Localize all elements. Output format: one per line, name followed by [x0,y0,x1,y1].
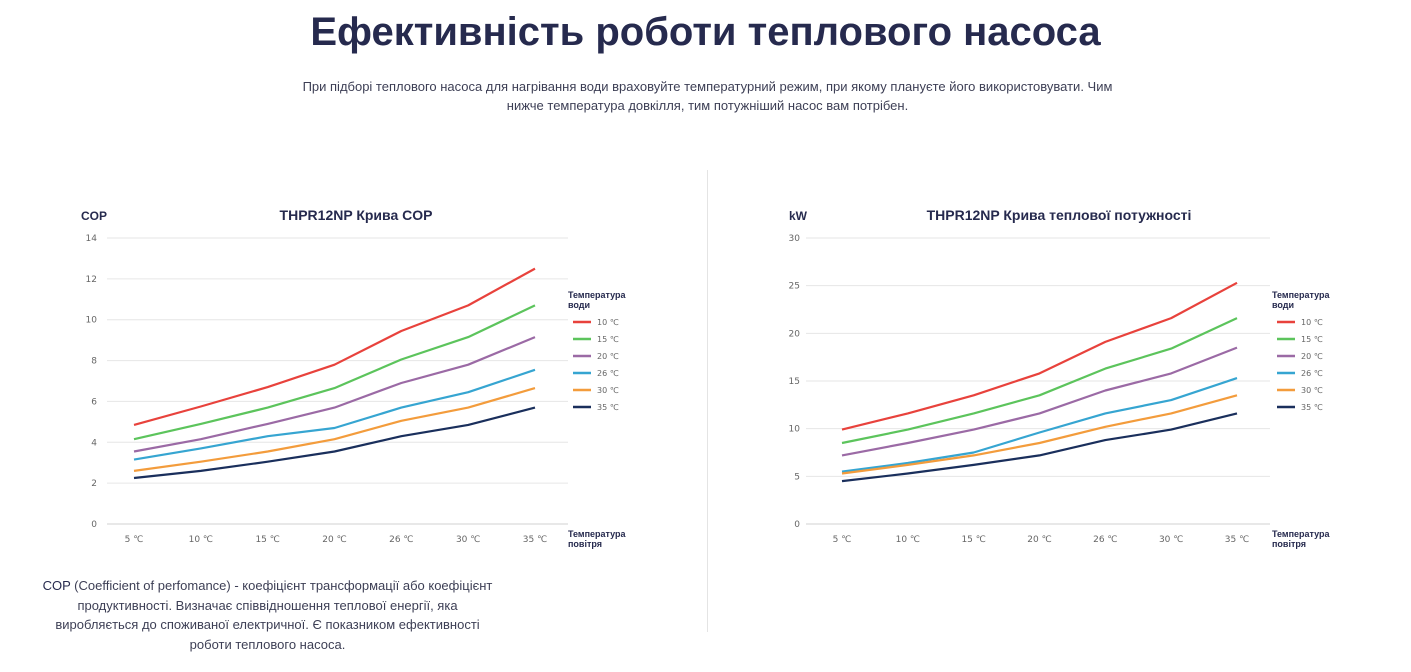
y-tick-label: 14 [86,234,98,244]
y-tick-label: 0 [794,520,800,530]
page-subtitle: При підборі теплового насоса для нагріва… [302,79,1113,113]
y-axis-label: kW [789,209,808,223]
legend-label: 15 ℃ [1301,335,1323,344]
legend-label: 15 ℃ [597,335,619,344]
page-title: Ефективність роботи теплового насоса [310,10,1101,54]
y-tick-label: 4 [91,438,97,448]
legend-label: 10 ℃ [597,318,619,327]
y-tick-label: 12 [86,275,97,285]
x-tick-label: 30 ℃ [1159,535,1183,545]
legend-label: 10 ℃ [1301,318,1323,327]
series-line-4 [841,394,1238,475]
legend-label: 30 ℃ [1301,386,1323,395]
series-line-5 [841,412,1238,483]
y-tick-label: 20 [789,329,801,339]
series-line-3 [841,377,1238,473]
y-tick-label: 30 [789,234,801,244]
x-tick-label: 5 ℃ [125,535,144,545]
y-tick-label: 10 [789,425,801,435]
x-axis-label: Температура повітря [1272,529,1331,549]
x-tick-label: 35 ℃ [523,535,547,545]
legend-label: 20 ℃ [597,352,619,361]
series-line-2 [841,346,1238,457]
y-tick-label: 15 [789,377,800,387]
legend-label: 20 ℃ [1301,352,1323,361]
series-line-4 [133,387,536,472]
legend-title: Температура води [568,290,627,310]
divider [707,170,708,632]
legend-label: 30 ℃ [597,386,619,395]
y-axis-label: COP [81,209,107,223]
x-tick-label: 30 ℃ [456,535,480,545]
x-tick-label: 20 ℃ [322,535,346,545]
legend-title: Температура води [1272,290,1331,310]
series-line-1 [841,317,1238,445]
legend-label: 26 ℃ [1301,369,1323,378]
legend-label: 35 ℃ [597,403,619,412]
chart-title: THPR12NP Крива теплової потужності [927,207,1192,223]
y-tick-label: 5 [794,472,800,482]
y-tick-label: 2 [91,479,97,489]
series-line-1 [133,304,536,441]
chart-title: THPR12NP Крива COP [280,207,433,223]
y-tick-label: 0 [91,520,97,530]
legend-label: 35 ℃ [1301,403,1323,412]
cop-term: COP [42,578,71,593]
cop-description: (Coefficient of perfomance) - коефіцієнт… [55,578,493,652]
series-line-0 [841,281,1238,431]
y-tick-label: 8 [91,357,97,367]
series-line-0 [133,267,536,426]
y-tick-label: 10 [86,316,98,326]
x-tick-label: 20 ℃ [1027,535,1051,545]
x-tick-label: 10 ℃ [189,535,213,545]
x-tick-label: 15 ℃ [255,535,279,545]
series-line-5 [133,406,536,480]
x-tick-label: 5 ℃ [833,535,852,545]
cop-note: COP (Coefficient of perfomance) - коефіц… [40,576,495,654]
x-tick-label: 15 ℃ [961,535,985,545]
y-tick-label: 6 [91,397,97,407]
series-line-3 [133,368,536,461]
series-line-2 [133,336,536,453]
x-tick-label: 10 ℃ [896,535,920,545]
legend-label: 26 ℃ [597,369,619,378]
x-tick-label: 26 ℃ [1093,535,1117,545]
x-tick-label: 26 ℃ [389,535,413,545]
x-axis-label: Температура повітря [568,529,627,549]
x-tick-label: 35 ℃ [1225,535,1249,545]
y-tick-label: 25 [789,282,800,292]
